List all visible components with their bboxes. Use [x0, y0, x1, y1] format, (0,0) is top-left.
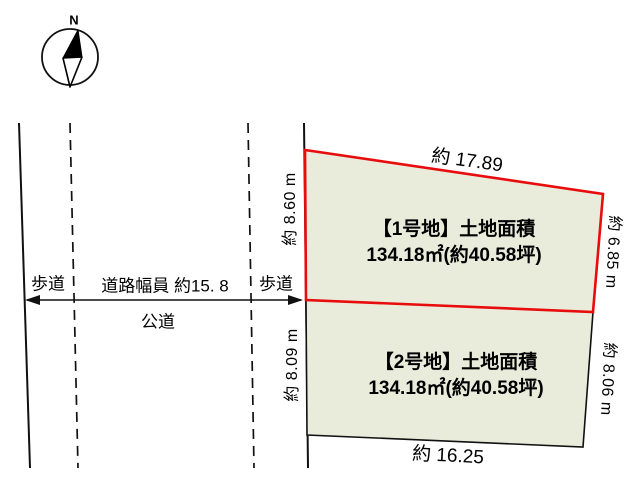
sidewalk-left-label: 歩道 [31, 274, 65, 294]
road-width-label: 道路幅員 約15. 8 [101, 276, 229, 296]
road-edge-left-line [18, 122, 31, 469]
plot1-caption: 【1号地】土地面積 134.18㎡(約40.58坪) [366, 217, 541, 269]
plot1-area: 134.18㎡(約40.58坪) [366, 245, 542, 266]
compass-north-label: N [69, 12, 79, 28]
plot2-dimension-right: 約 8.06 m [597, 341, 618, 417]
sidewalk-boundary-left-line [69, 122, 79, 469]
plot1-dimension-left: 約 8.60 m [282, 172, 299, 246]
road-lines [18, 122, 309, 469]
plot1-title: 【1号地】土地面積 [372, 219, 536, 240]
road-type-label: 公道 [141, 312, 175, 332]
plot1-shape [303, 148, 605, 314]
compass-needle-south [62, 56, 83, 88]
plot2-caption: 【2号地】土地面積 134.18㎡(約40.58坪) [368, 350, 543, 402]
road-width-arrow [25, 295, 303, 305]
plot1-dimension-right: 約 6.85 m [602, 214, 623, 290]
sidewalk-right-label: 歩道 [259, 274, 293, 294]
compass [41, 28, 99, 88]
plot2-dimension-bottom: 約 16.25 [411, 443, 485, 469]
road-width-arrowhead-left [25, 295, 40, 305]
plot2-dimension-left: 約 8.09 m [284, 328, 301, 402]
plot2-area: 134.18㎡(約40.58坪) [368, 378, 544, 399]
plot2-title: 【2号地】土地面積 [374, 352, 538, 373]
sidewalk-boundary-right-line [247, 122, 255, 469]
road-width-arrowhead-right [288, 295, 303, 305]
